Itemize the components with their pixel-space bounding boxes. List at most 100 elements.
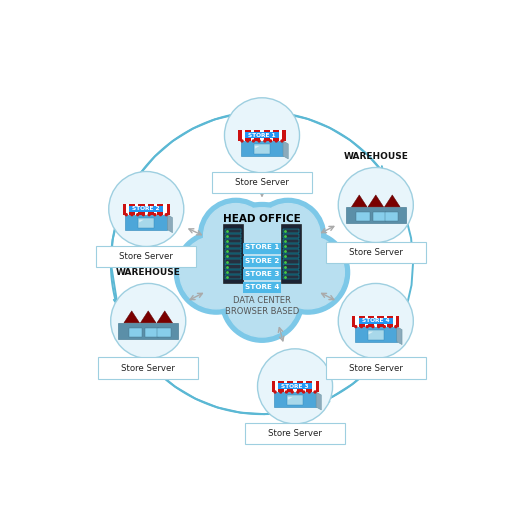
FancyBboxPatch shape [275,381,278,392]
FancyBboxPatch shape [346,207,406,224]
FancyBboxPatch shape [225,239,242,243]
FancyBboxPatch shape [278,383,312,389]
Circle shape [153,213,157,216]
Polygon shape [157,311,172,323]
FancyBboxPatch shape [225,229,242,233]
Circle shape [109,171,184,247]
FancyBboxPatch shape [365,316,368,327]
Circle shape [266,231,350,314]
FancyBboxPatch shape [287,396,303,405]
FancyBboxPatch shape [118,323,178,339]
FancyBboxPatch shape [274,392,316,407]
Polygon shape [255,146,259,149]
Circle shape [285,390,288,393]
FancyBboxPatch shape [99,358,198,379]
FancyBboxPatch shape [326,241,425,263]
FancyBboxPatch shape [96,246,196,267]
Circle shape [165,213,168,216]
Circle shape [377,325,380,328]
Circle shape [250,198,325,274]
Circle shape [224,98,300,173]
Text: STORE 2: STORE 2 [133,207,160,211]
FancyBboxPatch shape [282,229,299,233]
Circle shape [180,236,253,309]
Polygon shape [316,392,321,410]
Circle shape [225,264,299,337]
Text: Store Server: Store Server [268,429,322,438]
FancyBboxPatch shape [282,239,299,243]
FancyBboxPatch shape [284,381,287,392]
Text: STORE 4: STORE 4 [245,284,279,290]
Circle shape [130,213,134,216]
Circle shape [211,208,313,310]
FancyBboxPatch shape [245,423,345,444]
FancyBboxPatch shape [129,328,142,337]
Circle shape [241,139,244,143]
Circle shape [360,325,363,328]
FancyBboxPatch shape [163,204,167,215]
Text: HEAD OFFICE: HEAD OFFICE [223,214,301,224]
Polygon shape [352,195,367,207]
Circle shape [263,139,267,143]
FancyBboxPatch shape [373,213,386,221]
Circle shape [383,325,386,328]
Text: Store Server: Store Server [235,178,289,187]
FancyBboxPatch shape [281,224,301,283]
FancyBboxPatch shape [243,269,281,280]
Circle shape [136,213,139,216]
FancyBboxPatch shape [260,130,264,141]
Circle shape [206,203,318,315]
Text: Store Server: Store Server [121,364,175,373]
FancyBboxPatch shape [282,275,299,279]
FancyBboxPatch shape [271,381,319,392]
Text: Store Server: Store Server [349,364,403,373]
FancyBboxPatch shape [145,204,148,215]
FancyBboxPatch shape [359,318,393,324]
FancyBboxPatch shape [225,259,242,264]
Text: Store Server: Store Server [349,248,403,257]
FancyBboxPatch shape [245,132,279,138]
Text: DATA CENTER
BROWSER BASED: DATA CENTER BROWSER BASED [225,296,299,316]
Text: STORE 1: STORE 1 [248,133,276,138]
Circle shape [199,198,274,274]
FancyBboxPatch shape [355,327,397,341]
FancyBboxPatch shape [282,265,299,269]
Text: Store Server: Store Server [119,252,173,261]
Circle shape [257,349,333,424]
FancyBboxPatch shape [251,130,254,141]
Circle shape [257,139,261,143]
FancyBboxPatch shape [242,130,245,141]
FancyBboxPatch shape [123,204,170,215]
Circle shape [246,139,249,143]
Polygon shape [288,397,292,400]
FancyBboxPatch shape [238,130,286,141]
Polygon shape [139,220,144,222]
FancyBboxPatch shape [126,204,129,215]
Polygon shape [140,311,156,323]
FancyBboxPatch shape [241,141,283,156]
Polygon shape [283,141,288,159]
FancyBboxPatch shape [282,244,299,248]
Polygon shape [397,327,402,345]
FancyBboxPatch shape [293,381,297,392]
FancyBboxPatch shape [279,130,282,141]
Circle shape [280,139,283,143]
Circle shape [339,167,413,242]
Circle shape [296,390,300,393]
Circle shape [111,284,185,359]
Text: WAREHOUSE: WAREHOUSE [116,268,181,277]
FancyBboxPatch shape [225,244,242,248]
Text: STORE 2: STORE 2 [245,258,279,264]
FancyBboxPatch shape [270,130,273,141]
Text: STORE 3: STORE 3 [281,384,309,389]
FancyBboxPatch shape [352,316,399,327]
FancyBboxPatch shape [135,204,138,215]
Polygon shape [124,311,139,323]
Circle shape [354,325,357,328]
Circle shape [274,390,277,393]
Circle shape [256,204,320,268]
FancyBboxPatch shape [282,259,299,264]
FancyBboxPatch shape [138,218,155,228]
FancyBboxPatch shape [243,282,281,293]
FancyBboxPatch shape [393,316,396,327]
